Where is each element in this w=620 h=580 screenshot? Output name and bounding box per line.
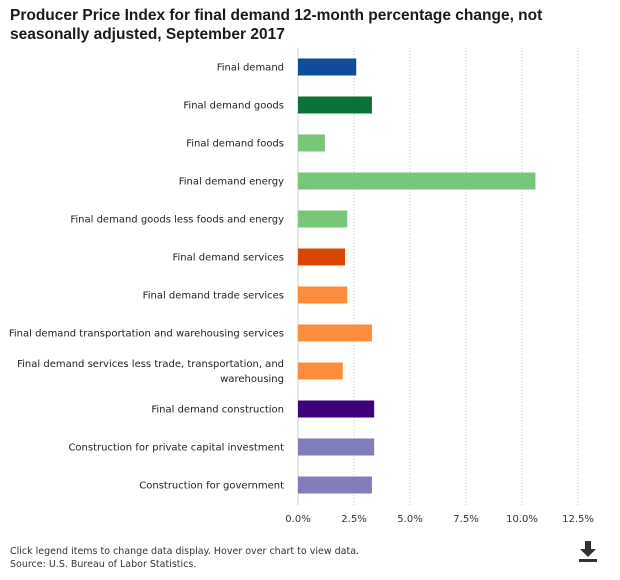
category-label: Final demand transportation and warehous…	[9, 329, 284, 340]
category-label: Final demand services less trade, transp…	[17, 359, 284, 385]
category-label: Final demand energy	[179, 177, 284, 188]
category-label: Final demand goods	[183, 101, 284, 112]
x-tick-label: 2.5%	[341, 514, 366, 525]
x-tick-label: 12.5%	[562, 514, 594, 525]
bar[interactable]	[298, 58, 357, 76]
x-tick-label: 10.0%	[506, 514, 538, 525]
category-label: Final demand services	[173, 253, 285, 264]
interaction-note: Click legend items to change data displa…	[10, 546, 360, 557]
download-icon[interactable]	[576, 539, 600, 563]
category-label: Final demand goods less foods and energy	[70, 215, 284, 226]
bar[interactable]	[298, 400, 375, 418]
bar[interactable]	[298, 134, 325, 152]
bar[interactable]	[298, 438, 375, 456]
category-label: Final demand construction	[151, 405, 284, 416]
x-axis-ticks: 0.0% 2.5% 5.0% 7.5% 10.0% 12.5%	[285, 514, 594, 525]
category-label: Final demand	[217, 63, 284, 74]
bar[interactable]	[298, 362, 343, 380]
category-label: Final demand trade services	[143, 291, 284, 302]
bar[interactable]	[298, 248, 346, 266]
chart-title: Producer Price Index for final demand 12…	[10, 7, 543, 43]
x-tick-label: 7.5%	[453, 514, 478, 525]
bars	[298, 58, 536, 494]
gridlines	[297, 48, 579, 505]
bar[interactable]	[298, 286, 348, 304]
category-label: Construction for government	[139, 481, 284, 492]
category-labels: Final demand Final demand goods Final dema…	[9, 63, 284, 492]
bar[interactable]	[298, 210, 348, 228]
bar[interactable]	[298, 172, 536, 190]
x-tick-label: 5.0%	[397, 514, 422, 525]
bar[interactable]	[298, 324, 372, 342]
x-tick-label: 0.0%	[285, 514, 310, 525]
bar[interactable]	[298, 96, 372, 114]
category-label: Final demand foods	[186, 139, 284, 150]
bar-chart[interactable]: Final demand Final demand goods Final dema…	[0, 0, 620, 540]
category-label: Construction for private capital investm…	[68, 443, 284, 454]
bar[interactable]	[298, 476, 372, 494]
source-note: Source: U.S. Bureau of Labor Statistics.	[10, 559, 197, 570]
